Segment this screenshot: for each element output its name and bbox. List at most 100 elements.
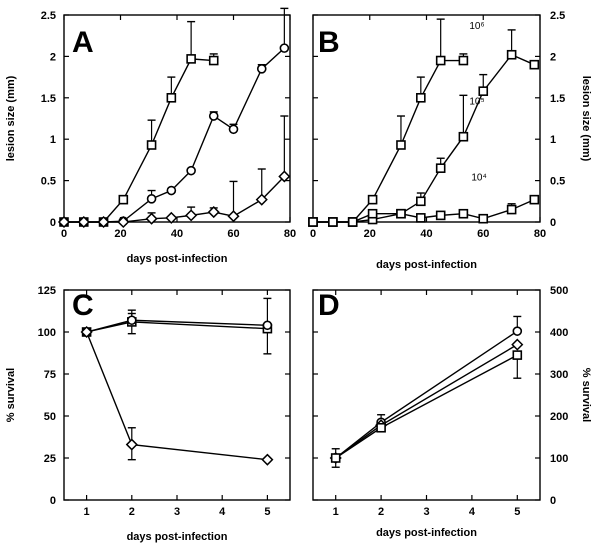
x-tick-label: 1 [333, 506, 339, 518]
x-axis-label: days post-infection [127, 253, 228, 265]
data-point [208, 111, 219, 121]
data-point [77, 215, 90, 229]
panel-d: 1 2 3 4 5 0 100 200 300 400 500 days post-infection… [312, 285, 592, 539]
x-tick-label: 80 [284, 228, 296, 240]
data-point [328, 217, 338, 227]
data-point [166, 185, 177, 196]
data-point [207, 206, 220, 219]
x-tick-label: 0 [310, 228, 316, 240]
data-point [186, 54, 196, 64]
y-tick-label: 2 [550, 51, 556, 63]
data-point [228, 124, 239, 135]
data-point [227, 210, 240, 223]
data-point [118, 194, 129, 205]
data-point [347, 217, 358, 227]
data-point [308, 217, 318, 227]
y-tick-label: 0 [50, 495, 56, 507]
y-tick-label: 400 [550, 327, 568, 339]
data-point [435, 163, 446, 173]
y-tick-label: 0 [550, 217, 556, 229]
y-tick-label: 0.5 [550, 176, 565, 188]
plot-frame [312, 289, 541, 501]
y-tick-label: 0 [550, 495, 556, 507]
data-point [146, 194, 157, 204]
panel-letter: D [318, 289, 340, 322]
data-point [396, 208, 406, 219]
data-point [511, 338, 524, 351]
x-tick-label: 0 [61, 228, 67, 240]
data-point [416, 196, 426, 207]
data-point [80, 325, 93, 339]
x-tick-label: 20 [364, 228, 376, 240]
x-tick-label: 60 [477, 228, 489, 240]
series-label: 10⁴ [471, 173, 486, 184]
y-axis-label: % survival [580, 368, 592, 422]
x-tick-label: 80 [534, 228, 546, 240]
y-tick-label: 0.5 [41, 176, 56, 188]
y-tick-label: 100 [38, 327, 56, 339]
data-point [416, 213, 426, 223]
x-tick-label: 5 [264, 506, 270, 518]
x-tick-label: 1 [84, 506, 90, 518]
data-point [256, 64, 267, 74]
y-tick-label: 500 [550, 285, 568, 297]
data-point [127, 315, 137, 326]
data-point [512, 326, 523, 336]
x-tick-label: 60 [227, 228, 239, 240]
series-line [313, 59, 464, 223]
plot-frame [63, 14, 291, 223]
x-tick-label: 3 [423, 506, 429, 518]
series-line [335, 354, 518, 459]
data-point [478, 213, 489, 224]
y-tick-label: 1 [50, 134, 56, 146]
data-point [208, 55, 219, 66]
data-point [512, 350, 523, 360]
y-tick-label: 1.5 [41, 93, 56, 105]
data-point [125, 438, 138, 451]
data-point [367, 208, 378, 219]
data-point [146, 140, 157, 150]
series-2 [59, 7, 290, 227]
x-tick-label: 3 [174, 506, 180, 518]
data-point [458, 208, 469, 219]
data-point [435, 210, 446, 221]
y-axis-label: % survival [5, 368, 17, 422]
panel-letter: B [318, 26, 340, 59]
x-axis-label: days post-infection [376, 527, 477, 539]
panel-letter: C [72, 289, 94, 322]
x-tick-label: 20 [114, 228, 126, 240]
y-tick-label: 300 [550, 369, 568, 381]
y-tick-label: 200 [550, 411, 568, 423]
series-2 [329, 338, 524, 465]
data-point [97, 215, 110, 229]
data-point [376, 422, 386, 433]
data-point [279, 43, 290, 53]
data-point [262, 320, 273, 331]
series-line [86, 321, 268, 333]
y-tick-label: 100 [550, 453, 568, 465]
series-3 [57, 115, 291, 229]
data-point [416, 93, 426, 103]
x-tick-label: 5 [514, 506, 520, 518]
y-tick-label: 1 [550, 134, 556, 146]
data-point [186, 165, 196, 176]
series-3 [330, 350, 523, 468]
data-point [185, 209, 198, 222]
data-point [165, 211, 178, 224]
series-label: 10⁶ [469, 21, 484, 32]
series-label: 10⁵ [469, 96, 484, 107]
x-tick-label: 2 [129, 506, 135, 518]
data-point [330, 453, 341, 463]
y-tick-label: 75 [44, 369, 56, 381]
data-point [145, 212, 158, 225]
x-tick-label: 40 [420, 228, 432, 240]
y-tick-label: 50 [44, 411, 56, 423]
y-tick-label: 0 [50, 217, 56, 229]
y-tick-label: 2.5 [550, 10, 565, 22]
y-tick-label: 125 [38, 285, 56, 297]
data-point [367, 194, 378, 205]
series-2 [81, 309, 273, 337]
x-tick-label: 4 [469, 506, 476, 518]
data-point [278, 170, 291, 183]
